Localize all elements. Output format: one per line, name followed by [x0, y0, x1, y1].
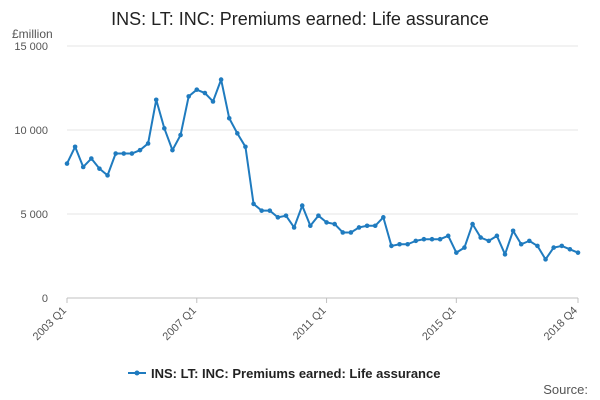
- data-point[interactable]: [421, 236, 427, 242]
- data-point[interactable]: [243, 144, 248, 150]
- data-point[interactable]: [64, 161, 70, 166]
- y-axis-ticks: 0 5 000 10 000 15 000: [14, 41, 48, 305]
- data-point[interactable]: [413, 238, 419, 244]
- x-tick-label: 2007 Q1: [161, 305, 199, 343]
- data-point[interactable]: [235, 131, 240, 136]
- data-point[interactable]: [494, 233, 500, 239]
- series-layer: [64, 77, 581, 262]
- data-point[interactable]: [170, 147, 175, 153]
- data-point[interactable]: [121, 151, 127, 156]
- data-point[interactable]: [527, 238, 532, 244]
- data-point[interactable]: [510, 228, 516, 234]
- data-point[interactable]: [559, 243, 565, 249]
- data-point[interactable]: [405, 241, 410, 247]
- data-point[interactable]: [267, 208, 273, 213]
- legend-label: INS: LT: INC: Premiums earned: Life assu…: [151, 366, 440, 381]
- legend[interactable]: INS: LT: INC: Premiums earned: Life assu…: [128, 366, 440, 381]
- chart-title: INS: LT: INC: Premiums earned: Life assu…: [111, 9, 489, 29]
- data-point[interactable]: [502, 252, 508, 257]
- data-point[interactable]: [202, 90, 208, 96]
- data-point[interactable]: [283, 213, 289, 218]
- data-point[interactable]: [194, 87, 200, 92]
- x-tick-label: 2018 Q4: [542, 305, 580, 343]
- y-tick-label: 10 000: [14, 125, 48, 137]
- data-point[interactable]: [575, 250, 581, 255]
- x-tick-label: 2015 Q1: [420, 305, 458, 343]
- data-point[interactable]: [454, 250, 459, 255]
- x-tick-label: 2011 Q1: [291, 305, 329, 343]
- data-point[interactable]: [429, 236, 435, 242]
- data-point[interactable]: [535, 243, 540, 249]
- grid-lines: [67, 45, 578, 299]
- data-point[interactable]: [89, 156, 94, 161]
- data-point[interactable]: [381, 215, 386, 220]
- series-line: [66, 78, 579, 261]
- data-point[interactable]: [178, 132, 183, 138]
- data-point[interactable]: [324, 220, 329, 225]
- y-tick-label: 15 000: [14, 41, 48, 53]
- data-point[interactable]: [72, 144, 78, 150]
- data-point[interactable]: [299, 203, 305, 208]
- data-point[interactable]: [308, 223, 313, 229]
- data-point[interactable]: [567, 246, 573, 252]
- data-point[interactable]: [551, 245, 556, 250]
- data-point[interactable]: [162, 126, 167, 131]
- y-tick-label: 5 000: [20, 209, 48, 221]
- data-point[interactable]: [80, 164, 86, 170]
- data-point[interactable]: [129, 151, 135, 156]
- data-point[interactable]: [210, 99, 216, 104]
- source-label: Source:: [543, 382, 588, 397]
- data-point[interactable]: [153, 97, 159, 103]
- data-point[interactable]: [470, 221, 475, 227]
- data-point[interactable]: [113, 151, 118, 156]
- data-point[interactable]: [186, 94, 191, 99]
- data-point[interactable]: [348, 230, 354, 235]
- data-point[interactable]: [364, 223, 370, 229]
- data-point[interactable]: [226, 115, 232, 121]
- data-point[interactable]: [356, 225, 362, 230]
- data-point[interactable]: [332, 221, 337, 227]
- data-point[interactable]: [145, 141, 151, 146]
- data-point[interactable]: [340, 230, 346, 235]
- data-point[interactable]: [372, 223, 378, 229]
- data-point[interactable]: [291, 225, 297, 230]
- data-point[interactable]: [251, 201, 256, 207]
- legend-point-marker: [134, 370, 140, 376]
- data-point[interactable]: [97, 166, 102, 171]
- data-point[interactable]: [218, 77, 224, 82]
- data-point[interactable]: [259, 208, 264, 213]
- data-point[interactable]: [437, 236, 443, 242]
- data-point[interactable]: [445, 233, 451, 239]
- data-point[interactable]: [105, 173, 110, 178]
- data-point[interactable]: [486, 238, 492, 244]
- data-point[interactable]: [275, 215, 281, 220]
- y-axis-unit-label: £million: [12, 27, 53, 41]
- data-point[interactable]: [462, 245, 467, 250]
- data-point[interactable]: [389, 243, 394, 249]
- data-point[interactable]: [137, 147, 143, 153]
- data-point[interactable]: [397, 241, 402, 247]
- data-point[interactable]: [478, 235, 483, 240]
- data-point[interactable]: [316, 213, 321, 218]
- data-point[interactable]: [518, 241, 524, 247]
- x-tick-label: 2003 Q1: [31, 305, 69, 343]
- data-point[interactable]: [543, 257, 548, 262]
- y-tick-label: 0: [42, 293, 48, 305]
- x-axis-ticks: 2003 Q1 2007 Q1 2011 Q1 2015 Q1 2018 Q4: [31, 298, 580, 343]
